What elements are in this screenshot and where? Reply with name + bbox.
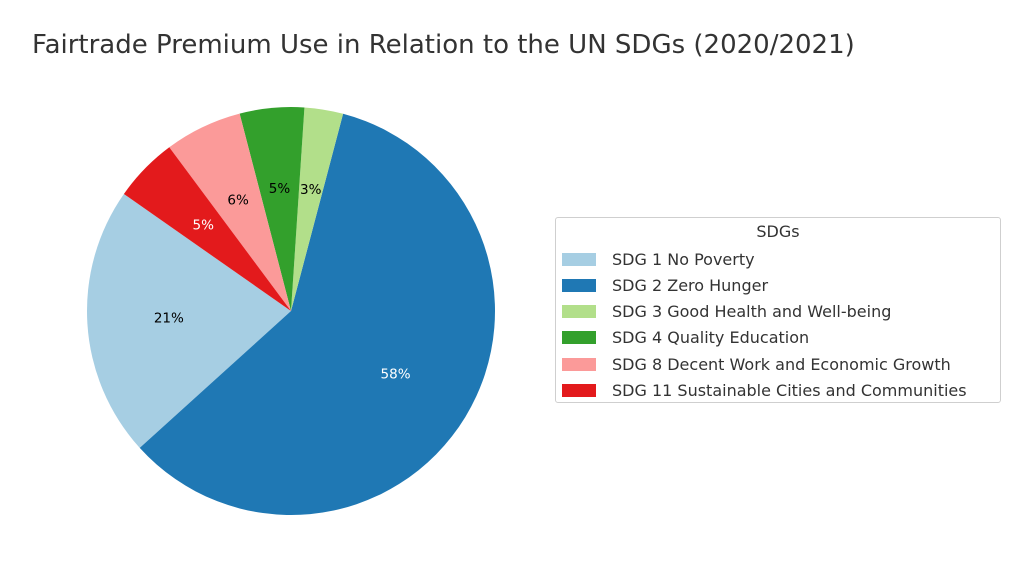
legend-swatch bbox=[562, 357, 596, 371]
legend-item-5: SDG 8 Decent Work and Economic Growth bbox=[562, 353, 951, 375]
legend-label: SDG 1 No Poverty bbox=[612, 249, 755, 269]
legend: SDGs SDG 1 No Poverty SDG 2 Zero Hunger SD… bbox=[555, 217, 1001, 403]
legend-label: SDG 11 Sustainable Cities and Communitie… bbox=[612, 381, 967, 400]
legend-item-6: SDG 11 Sustainable Cities and Communitie… bbox=[562, 380, 967, 402]
legend-item-2: SDG 2 Zero Hunger bbox=[562, 274, 768, 296]
pie-slice-6 bbox=[123, 147, 292, 311]
legend-label: SDG 3 Good Health and Well-being bbox=[612, 302, 892, 322]
legend-item-4: SDG 4 Quality Education bbox=[562, 327, 809, 349]
pie-slice-2 bbox=[139, 113, 496, 516]
legend-swatch bbox=[562, 331, 596, 345]
legend-item-3: SDG 3 Good Health and Well-being bbox=[562, 301, 891, 323]
pie-slices bbox=[87, 107, 496, 516]
legend-item-1: SDG 1 No Poverty bbox=[562, 248, 755, 270]
pie-pct-label-4: 5% bbox=[269, 181, 291, 197]
chart-title: Fairtrade Premium Use in Relation to the… bbox=[32, 30, 855, 60]
pie-labels: 21% 58% 3% 5% 6% 5% bbox=[154, 181, 411, 382]
pie-slice-5 bbox=[169, 113, 291, 311]
pie-pct-label-5: 6% bbox=[227, 193, 249, 209]
legend-label: SDG 4 Quality Education bbox=[612, 328, 810, 348]
pie-pct-label-2: 58% bbox=[381, 367, 411, 383]
legend-swatch bbox=[562, 384, 596, 397]
legend-swatch bbox=[562, 305, 596, 319]
legend-swatch bbox=[562, 252, 596, 266]
legend-swatch bbox=[562, 278, 596, 292]
pie-slice-1 bbox=[87, 193, 291, 448]
pie-slice-4 bbox=[239, 107, 305, 311]
pie-pct-label-3: 3% bbox=[300, 182, 322, 198]
pie-slice-3 bbox=[291, 107, 344, 311]
legend-label: SDG 2 Zero Hunger bbox=[612, 275, 769, 295]
pie-pct-label-6: 5% bbox=[193, 218, 215, 234]
pie-pct-label-1: 21% bbox=[154, 311, 184, 327]
legend-title: SDGs bbox=[756, 222, 800, 241]
legend-label: SDG 8 Decent Work and Economic Growth bbox=[612, 354, 951, 374]
